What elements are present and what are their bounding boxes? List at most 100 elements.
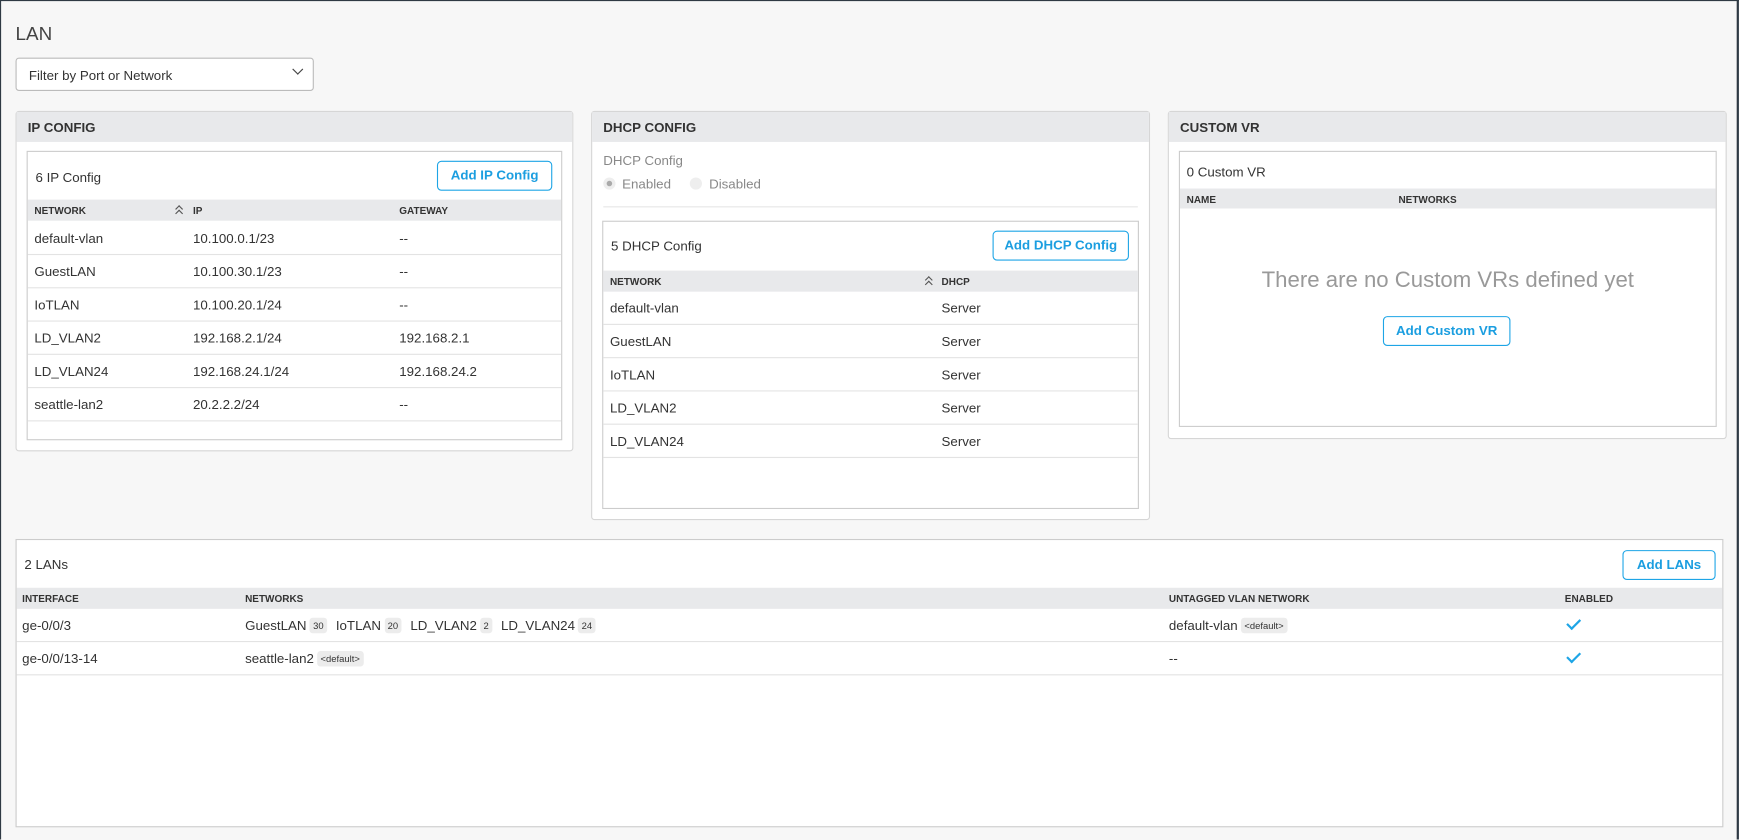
cell-network: seattle-lan2	[34, 397, 104, 413]
panel-title: CUSTOM VR	[1179, 119, 1260, 136]
ip-config-panel: IP CONFIG 6 IP Config Add IP Config NETW…	[15, 110, 574, 452]
column-name[interactable]: NAME	[1186, 194, 1217, 206]
cell-networks: GuestLAN 30 IoTLAN 20 LD_VLAN2 2 LD_VLAN24 24	[245, 617, 604, 634]
cell-untagged-vlan: default-vlan <default>	[1169, 617, 1296, 634]
cell-networks: seattle-lan2 <default>	[245, 650, 372, 667]
cell-dhcp: Server	[941, 300, 981, 317]
table-row[interactable]: ge-0/0/3 GuestLAN 30 IoTLAN 20 LD_VLAN2 2 LD_VL…	[16, 609, 1723, 643]
table-row[interactable]: LD_VLAN24 Server	[603, 425, 1138, 459]
table-row[interactable]: ge-0/0/13-14 seattle-lan2 <default> --	[16, 642, 1723, 676]
vlan-tag-badge: 2	[480, 617, 493, 634]
column-ip[interactable]: IP	[192, 205, 203, 217]
cell-gateway: --	[399, 297, 409, 313]
cell-ip: 192.168.24.1/24	[192, 363, 290, 380]
column-network[interactable]: NETWORK	[609, 276, 662, 288]
table-row[interactable]: default-vlan Server	[603, 292, 1138, 325]
table-header: INTERFACE NETWORKS UNTAGGED VLAN NETWORK…	[16, 587, 1723, 609]
chevron-down-icon	[292, 63, 304, 75]
cell-interface: ge-0/0/13-14	[22, 650, 98, 667]
panel-title: DHCP CONFIG	[603, 119, 697, 136]
radio-label: Disabled	[709, 176, 761, 192]
network-name: IoTLAN	[335, 617, 381, 634]
cell-dhcp: Server	[941, 400, 981, 416]
cell-dhcp: Server	[941, 333, 981, 350]
table-row[interactable]: IoTLAN Server	[603, 358, 1138, 392]
cell-ip: 192.168.2.1/24	[192, 330, 282, 347]
cell-ip: 10.100.30.1/23	[192, 263, 282, 280]
column-networks[interactable]: NETWORKS	[245, 593, 304, 605]
cell-network: IoTLAN	[34, 297, 80, 313]
sort-ascending-icon[interactable]	[924, 275, 934, 289]
cell-ip: 10.100.20.1/24	[192, 297, 282, 313]
table-row[interactable]: LD_VLAN24 192.168.24.1/24 192.168.24.2	[27, 355, 562, 389]
cell-interface: ge-0/0/3	[22, 617, 72, 634]
dhcp-config-count: 5 DHCP Config	[611, 238, 702, 254]
table-header: NETWORK IP GATEWAY	[27, 199, 562, 221]
cell-dhcp: Server	[941, 367, 981, 383]
ip-config-count: 6 IP Config	[35, 169, 102, 186]
page-title: LAN	[15, 23, 53, 45]
table-header: NETWORK DHCP	[603, 270, 1138, 292]
table-header: NAME NETWORKS	[1179, 188, 1716, 209]
cell-ip: 10.100.0.1/23	[192, 230, 275, 247]
table-row[interactable]: LD_VLAN2 192.168.2.1/24 192.168.2.1	[27, 322, 562, 355]
cell-dhcp: Server	[941, 433, 981, 450]
cell-gateway: --	[399, 263, 409, 280]
table-row[interactable]: GuestLAN 10.100.30.1/23 --	[27, 255, 562, 289]
sort-ascending-icon[interactable]	[175, 204, 184, 218]
column-networks[interactable]: NETWORKS	[1398, 194, 1457, 206]
radio-enabled[interactable]: Enabled	[603, 176, 671, 192]
cell-gateway: 192.168.24.2	[399, 363, 477, 380]
divider	[603, 206, 1138, 208]
default-badge: <default>	[1241, 617, 1287, 634]
radio-disabled[interactable]: Disabled	[690, 176, 761, 192]
network-name: LD_VLAN24	[501, 617, 575, 634]
radio-unselected-icon	[690, 177, 703, 190]
vlan-tag-badge: 24	[578, 617, 596, 634]
column-interface[interactable]: INTERFACE	[22, 593, 79, 605]
ip-config-table: 6 IP Config Add IP Config NETWORK IP GAT…	[26, 150, 563, 441]
column-enabled[interactable]: ENABLED	[1564, 593, 1614, 605]
cell-network: LD_VLAN24	[34, 363, 109, 380]
vlan-tag-badge: 30	[309, 617, 327, 634]
table-row[interactable]: GuestLAN Server	[603, 325, 1138, 359]
lans-count: 2 LANs	[24, 556, 69, 573]
table-row[interactable]: LD_VLAN2 Server	[603, 391, 1138, 425]
radio-label: Enabled	[622, 176, 671, 192]
table-row[interactable]: IoTLAN 10.100.20.1/24 --	[27, 288, 562, 322]
cell-network: default-vlan	[609, 300, 679, 317]
cell-network: GuestLAN	[34, 263, 96, 280]
cell-network: LD_VLAN2	[34, 330, 101, 347]
cell-ip: 20.2.2.2/24	[192, 397, 260, 413]
add-custom-vr-button[interactable]: Add Custom VR	[1382, 316, 1511, 347]
panel-header: IP CONFIG	[16, 112, 573, 142]
checkmark-icon	[1566, 615, 1582, 631]
panel-header: DHCP CONFIG	[592, 112, 1149, 142]
untagged-network: --	[1168, 650, 1178, 667]
custom-vr-count: 0 Custom VR	[1186, 164, 1266, 180]
dhcp-config-panel: DHCP CONFIG DHCP Config Enabled Disabled…	[591, 110, 1151, 521]
vlan-tag-badge: <default>	[317, 650, 364, 667]
filter-placeholder: Filter by Port or Network	[28, 67, 173, 84]
column-network[interactable]: NETWORK	[34, 205, 86, 217]
add-lans-button[interactable]: Add LANs	[1622, 550, 1716, 581]
column-dhcp[interactable]: DHCP	[941, 276, 970, 288]
column-untagged-vlan[interactable]: UNTAGGED VLAN NETWORK	[1168, 593, 1310, 605]
table-row[interactable]: default-vlan 10.100.0.1/23 --	[27, 222, 562, 256]
add-ip-config-button[interactable]: Add IP Config	[436, 160, 553, 191]
dhcp-config-table: 5 DHCP Config Add DHCP Config NETWORK DH…	[602, 220, 1139, 510]
cell-network: LD_VLAN24	[609, 433, 684, 450]
vlan-tag-badge: 20	[384, 617, 402, 634]
panel-header: CUSTOM VR	[1168, 112, 1726, 142]
column-gateway[interactable]: GATEWAY	[399, 205, 449, 217]
dhcp-radio-group: Enabled Disabled	[603, 176, 761, 192]
dhcp-config-label: DHCP Config	[603, 153, 683, 169]
custom-vr-table: 0 Custom VR NAME NETWORKS There are no C…	[1178, 150, 1717, 427]
add-dhcp-config-button[interactable]: Add DHCP Config	[992, 230, 1129, 261]
cell-network: LD_VLAN2	[609, 400, 677, 416]
table-row[interactable]: seattle-lan2 20.2.2.2/24 --	[27, 388, 562, 422]
filter-dropdown[interactable]: Filter by Port or Network	[15, 57, 314, 91]
cell-network: GuestLAN	[609, 333, 672, 350]
panel-title: IP CONFIG	[27, 119, 96, 136]
